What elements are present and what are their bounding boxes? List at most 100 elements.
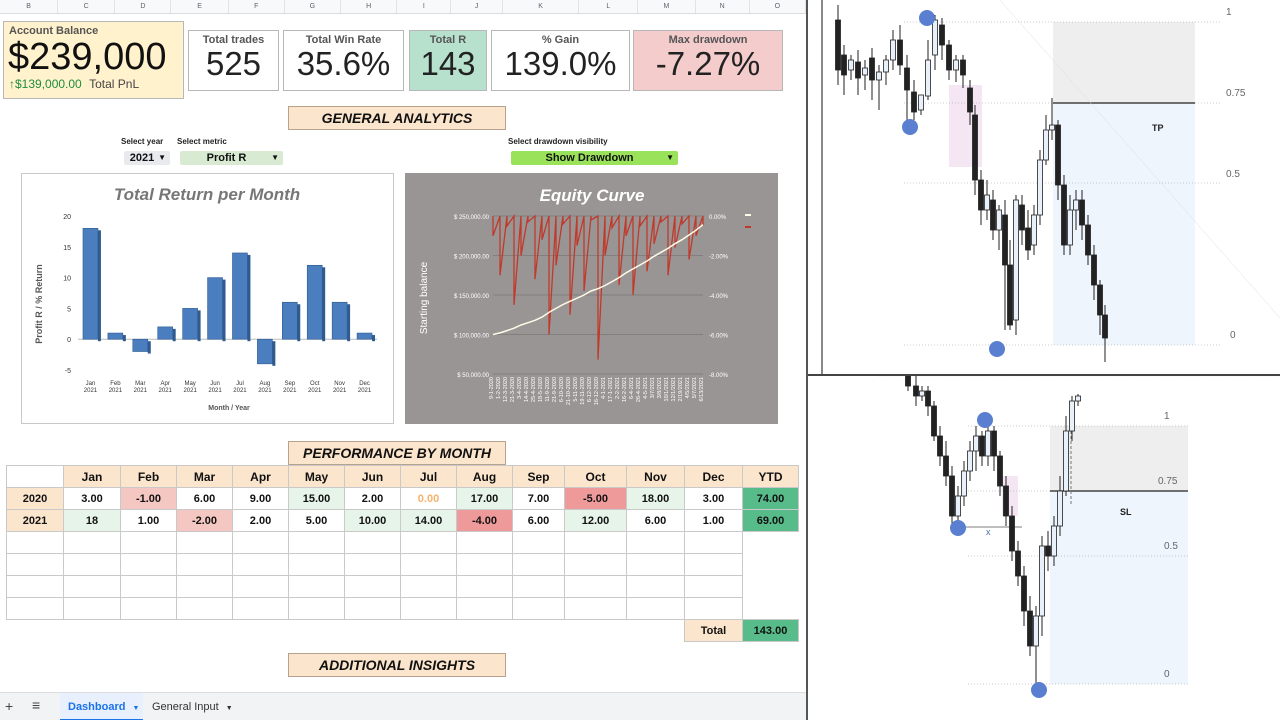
empty-cell[interactable] xyxy=(176,597,233,620)
tab-dashboard[interactable]: Dashboard ▼ xyxy=(60,693,143,720)
table-cell[interactable]: 18.00 xyxy=(626,487,685,510)
empty-cell[interactable] xyxy=(626,575,685,598)
year-cell[interactable]: 2020 xyxy=(6,487,64,510)
table-cell[interactable]: 1.00 xyxy=(120,509,177,532)
empty-cell[interactable] xyxy=(743,554,799,576)
column-header-i[interactable]: I xyxy=(397,0,452,13)
empty-cell[interactable] xyxy=(6,597,64,620)
column-header-e[interactable]: E xyxy=(171,0,229,13)
table-cell[interactable]: 1.00 xyxy=(684,509,743,532)
total-value[interactable]: 143.00 xyxy=(742,619,799,642)
empty-cell[interactable] xyxy=(626,531,685,554)
table-cell[interactable]: 2.00 xyxy=(344,487,401,510)
table-cell[interactable]: 6.00 xyxy=(512,509,565,532)
empty-cell[interactable] xyxy=(743,576,799,598)
table-cell[interactable]: 74.00 xyxy=(742,487,799,510)
drawdown-dropdown[interactable]: Show Drawdown ▼ xyxy=(511,151,678,165)
empty-cell[interactable] xyxy=(232,575,289,598)
table-cell[interactable]: -4.00 xyxy=(456,509,513,532)
empty-cell[interactable] xyxy=(120,597,177,620)
empty-cell[interactable] xyxy=(288,553,345,576)
empty-cell[interactable] xyxy=(456,531,513,554)
empty-cell[interactable] xyxy=(743,532,799,554)
empty-cell[interactable] xyxy=(400,553,457,576)
empty-cell[interactable] xyxy=(512,597,565,620)
table-cell[interactable]: 3.00 xyxy=(63,487,121,510)
column-header-g[interactable]: G xyxy=(285,0,341,13)
metric-dropdown[interactable]: Profit R ▼ xyxy=(180,151,283,165)
empty-cell[interactable] xyxy=(288,597,345,620)
table-cell[interactable]: 9.00 xyxy=(232,487,289,510)
empty-cell[interactable] xyxy=(512,553,565,576)
table-cell[interactable]: -5.00 xyxy=(564,487,627,510)
empty-cell[interactable] xyxy=(63,575,121,598)
empty-cell[interactable] xyxy=(512,531,565,554)
empty-cell[interactable] xyxy=(400,531,457,554)
empty-cell[interactable] xyxy=(288,531,345,554)
empty-cell[interactable] xyxy=(344,553,401,576)
all-sheets-icon[interactable]: ≡ xyxy=(32,697,41,713)
empty-cell[interactable] xyxy=(120,531,177,554)
table-cell[interactable]: 5.00 xyxy=(288,509,345,532)
empty-cell[interactable] xyxy=(232,553,289,576)
empty-cell[interactable] xyxy=(344,597,401,620)
empty-cell[interactable] xyxy=(344,575,401,598)
empty-cell[interactable] xyxy=(63,531,121,554)
empty-cell[interactable] xyxy=(232,597,289,620)
table-cell[interactable]: 15.00 xyxy=(288,487,345,510)
table-cell[interactable]: 18 xyxy=(63,509,121,532)
column-header-k[interactable]: K xyxy=(503,0,580,13)
empty-cell[interactable] xyxy=(456,597,513,620)
empty-cell[interactable] xyxy=(400,575,457,598)
add-sheet-icon[interactable]: + xyxy=(5,698,14,714)
empty-cell[interactable] xyxy=(684,531,743,554)
table-cell[interactable]: -2.00 xyxy=(176,509,233,532)
empty-cell[interactable] xyxy=(6,575,64,598)
empty-cell[interactable] xyxy=(400,597,457,620)
column-header-n[interactable]: N xyxy=(696,0,750,13)
column-header-o[interactable]: O xyxy=(750,0,806,13)
table-cell[interactable]: 0.00 xyxy=(400,487,457,510)
empty-cell[interactable] xyxy=(626,553,685,576)
table-cell[interactable]: -1.00 xyxy=(120,487,177,510)
table-cell[interactable]: 7.00 xyxy=(512,487,565,510)
empty-cell[interactable] xyxy=(176,575,233,598)
empty-cell[interactable] xyxy=(63,553,121,576)
empty-cell[interactable] xyxy=(456,575,513,598)
empty-cell[interactable] xyxy=(344,531,401,554)
empty-cell[interactable] xyxy=(176,553,233,576)
table-cell[interactable]: 69.00 xyxy=(742,509,799,532)
column-header-d[interactable]: D xyxy=(115,0,172,13)
empty-cell[interactable] xyxy=(564,575,627,598)
empty-cell[interactable] xyxy=(232,531,289,554)
empty-cell[interactable] xyxy=(512,575,565,598)
table-cell[interactable]: 6.00 xyxy=(626,509,685,532)
empty-cell[interactable] xyxy=(684,575,743,598)
table-cell[interactable]: 10.00 xyxy=(344,509,401,532)
table-cell[interactable]: 17.00 xyxy=(456,487,513,510)
table-cell[interactable]: 3.00 xyxy=(684,487,743,510)
column-header-l[interactable]: L xyxy=(579,0,639,13)
empty-cell[interactable] xyxy=(288,575,345,598)
empty-cell[interactable] xyxy=(564,597,627,620)
empty-cell[interactable] xyxy=(564,531,627,554)
empty-cell[interactable] xyxy=(6,531,64,554)
column-header-m[interactable]: M xyxy=(638,0,696,13)
column-header-c[interactable]: C xyxy=(58,0,116,13)
empty-cell[interactable] xyxy=(626,597,685,620)
tab-general-input[interactable]: General Input ▼ xyxy=(152,693,233,720)
empty-cell[interactable] xyxy=(564,553,627,576)
empty-cell[interactable] xyxy=(743,598,799,620)
empty-cell[interactable] xyxy=(684,553,743,576)
empty-cell[interactable] xyxy=(684,597,743,620)
column-header-b[interactable]: B xyxy=(0,0,59,13)
empty-cell[interactable] xyxy=(120,553,177,576)
empty-cell[interactable] xyxy=(176,531,233,554)
empty-cell[interactable] xyxy=(6,553,64,576)
year-dropdown[interactable]: 2021 ▼ xyxy=(124,151,170,165)
empty-cell[interactable] xyxy=(120,575,177,598)
table-cell[interactable]: 2.00 xyxy=(232,509,289,532)
table-cell[interactable]: 14.00 xyxy=(400,509,457,532)
table-cell[interactable]: 6.00 xyxy=(176,487,233,510)
year-cell[interactable]: 2021 xyxy=(6,509,64,532)
